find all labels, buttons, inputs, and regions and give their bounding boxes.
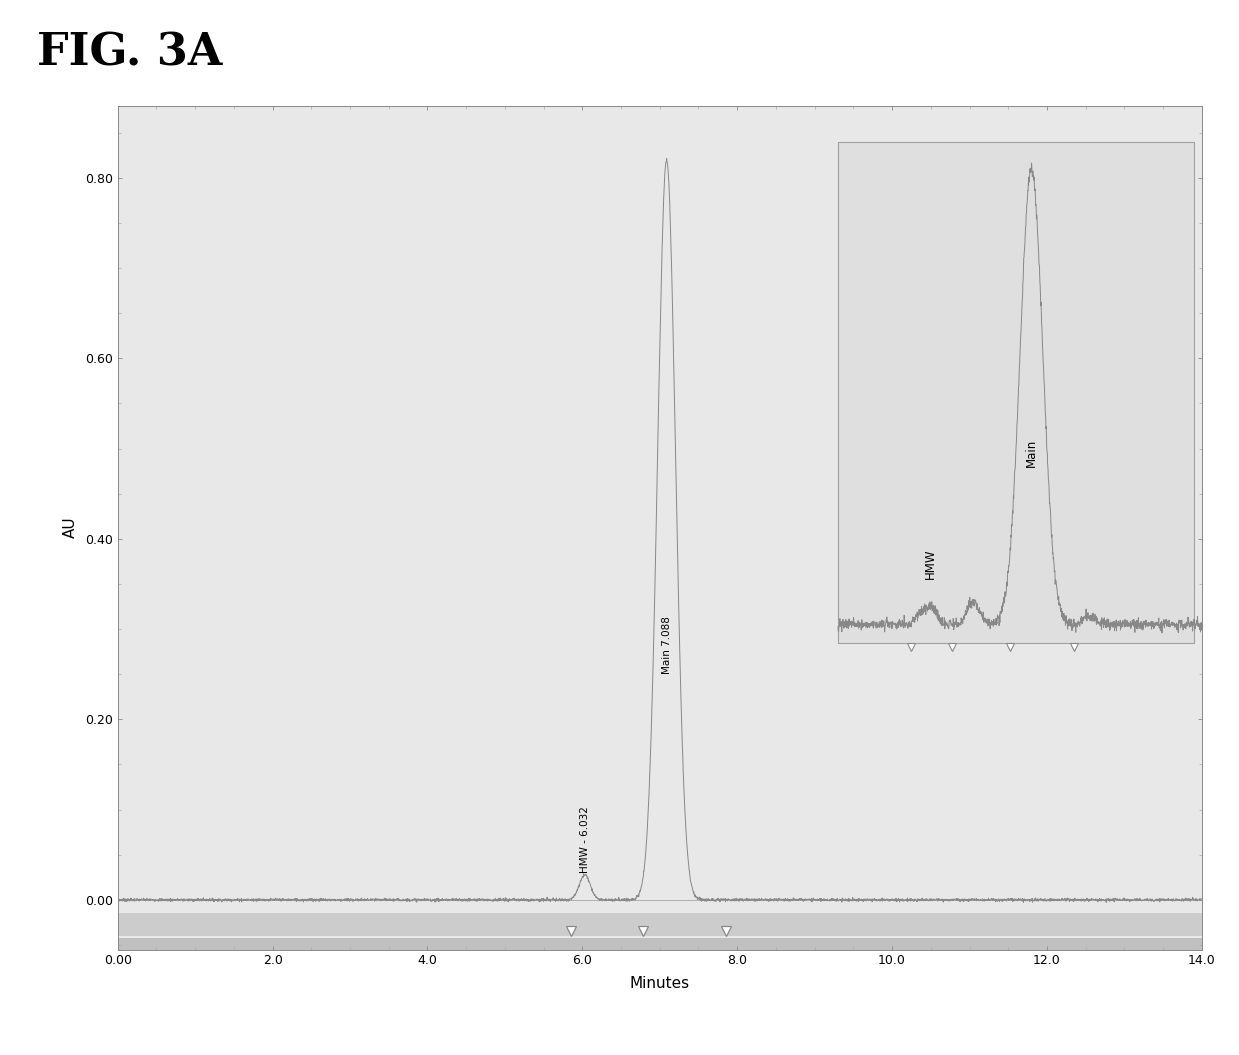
Y-axis label: AU: AU (63, 517, 78, 538)
Text: Main 7.088: Main 7.088 (662, 616, 672, 674)
Text: HMW: HMW (924, 549, 937, 579)
Text: FIG. 3A: FIG. 3A (37, 32, 223, 75)
Text: Main: Main (1025, 438, 1038, 466)
Bar (118, 914, 1202, 936)
Bar (838, 141, 1194, 642)
Text: HMW - 6.032: HMW - 6.032 (580, 806, 590, 872)
Bar (118, 938, 1202, 950)
X-axis label: Minutes: Minutes (629, 976, 690, 991)
